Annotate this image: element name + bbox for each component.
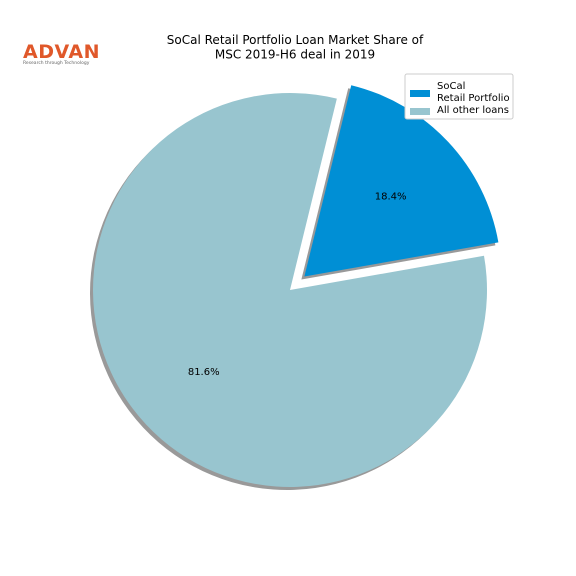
legend-swatch xyxy=(410,90,430,97)
pie-wedge xyxy=(92,92,487,487)
legend-label: SoCal Retail Portfolio xyxy=(437,81,510,104)
chart-title: SoCal Retail Portfolio Loan Market Share… xyxy=(167,33,424,61)
legend-swatch xyxy=(410,108,430,115)
logo-tagline: Research through Technology xyxy=(23,60,90,66)
legend-label: All other loans xyxy=(437,105,509,116)
logo: ADVAN xyxy=(23,41,100,63)
pie-wedge xyxy=(304,85,499,277)
value-label: 18.4% xyxy=(375,192,407,203)
value-label: 81.6% xyxy=(188,367,220,378)
legend-box xyxy=(404,73,514,120)
